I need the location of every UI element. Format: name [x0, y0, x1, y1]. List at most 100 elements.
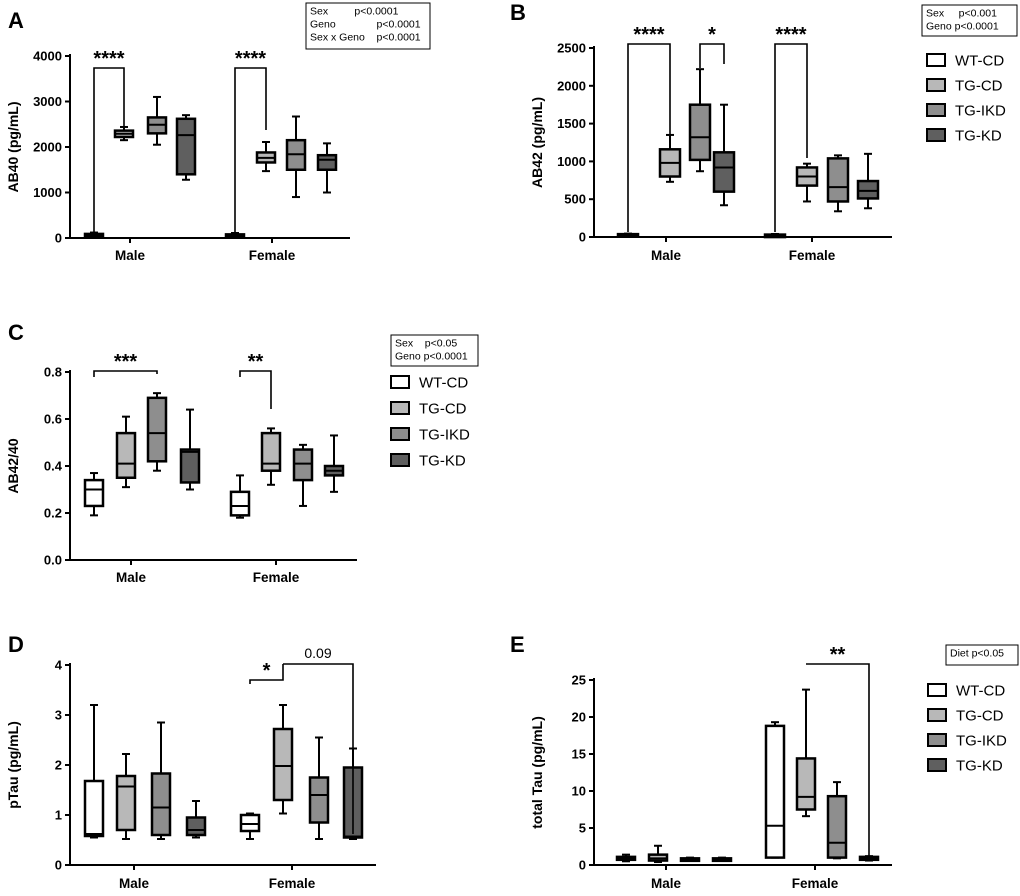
significance-label: ** [830, 644, 846, 666]
legend: WT-CD TG-CD TG-IKD TG-KD [926, 53, 1006, 145]
y-tick-label: 5 [579, 821, 586, 836]
box-iqr [712, 151, 736, 193]
stats-line: Sex p<0.0001 [310, 6, 399, 18]
box-male-wt-cd [83, 231, 105, 238]
y-tick-label: 1500 [557, 116, 586, 131]
box-iqr [764, 724, 786, 859]
significance-label: ** [248, 351, 264, 373]
y-tick-label: 1000 [557, 154, 586, 169]
significance-bracket: **** [93, 48, 125, 232]
box-iqr [115, 431, 137, 480]
box-male-wt-cd [616, 232, 640, 238]
box-iqr [826, 794, 848, 859]
box-female-wt-cd [764, 721, 786, 859]
stats-box: Diet p<0.05 [945, 644, 1019, 666]
x-tick-label-male: Male [116, 570, 147, 585]
significance-bracket: **** [774, 24, 808, 232]
legend-label-tg-kd: TG-KD [955, 128, 1002, 145]
y-tick-label: 4000 [33, 49, 62, 64]
x-tick-label-male: Male [651, 876, 682, 891]
stats-box-frame [945, 644, 1019, 666]
y-tick-label: 2 [55, 758, 62, 773]
box-iqr [272, 727, 294, 802]
box-female-wt-cd [224, 231, 246, 239]
box-female-tg-cd [795, 162, 819, 203]
panel-letter: E [510, 632, 525, 657]
box-female-tg-ikd [285, 115, 307, 199]
legend-swatch-wt-cd [927, 683, 947, 697]
stats-box-frame [305, 2, 431, 50]
y-tick-label: 25 [572, 673, 586, 688]
y-tick-label: 10 [572, 784, 586, 799]
box-male-wt-cd [615, 853, 637, 863]
panel-letter: B [510, 0, 526, 25]
stats-line: Sex p<0.001 [926, 8, 997, 20]
box-iqr [150, 772, 172, 837]
y-tick-label: 15 [572, 747, 586, 762]
box-male-tg-ikd [146, 392, 168, 472]
significance-label: **** [775, 24, 806, 46]
box-male-tg-ikd [679, 856, 701, 863]
panel-d: D 0 1 2 3 4 pTau (pg/mL) Male Female * 0.09 [5, 632, 376, 891]
legend: WT-CD TG-CD TG-IKD TG-KD [390, 375, 470, 470]
significance-bracket: * [699, 24, 725, 68]
legend-swatch-tg-cd [390, 401, 410, 415]
box-iqr [795, 757, 817, 811]
legend-label-wt-cd: WT-CD [955, 53, 1004, 70]
y-tick-label: 0.0 [44, 553, 62, 568]
legend-swatch-tg-ikd [927, 733, 947, 747]
legend-swatch-wt-cd [926, 53, 946, 67]
y-tick-label: 1000 [33, 185, 62, 200]
significance-bracket: **** [234, 48, 267, 232]
box-male-tg-ikd [150, 721, 172, 840]
bracket-line [699, 43, 725, 68]
x-tick-label-female: Female [249, 248, 296, 263]
box-iqr [179, 448, 201, 484]
stats-box-frame [921, 4, 1018, 37]
panel-letter: C [8, 320, 24, 345]
stats-line: Geno p<0.0001 [926, 21, 999, 33]
x-tick-label-male: Male [651, 248, 682, 263]
panel-e: E 0 5 10 15 20 25 total Tau (pg/mL) Male Female **… [510, 632, 1019, 891]
y-tick-label: 0 [579, 230, 586, 245]
y-tick-label: 0.8 [44, 365, 62, 380]
legend-swatch-tg-kd [390, 453, 410, 467]
box-female-tg-ikd [308, 736, 330, 840]
box-male-tg-kd [179, 408, 201, 491]
y-axis-label: total Tau (pg/mL) [529, 716, 545, 829]
stats-line: Sex p<0.05 [395, 338, 457, 350]
y-axis-label: AB40 (pg/mL) [5, 102, 21, 193]
significance-bracket: * [249, 660, 284, 684]
box-male-wt-cd [83, 472, 105, 517]
box-male-tg-cd [115, 415, 137, 489]
stats-box-frame [390, 334, 479, 367]
box-female-tg-ikd [826, 781, 848, 860]
bracket-line [806, 663, 870, 860]
box-male-tg-cd [115, 753, 137, 840]
legend-swatch-wt-cd [390, 375, 410, 389]
box-iqr [229, 490, 251, 517]
legend-label-wt-cd: WT-CD [419, 375, 468, 392]
box-iqr [826, 157, 850, 203]
stats-line: Geno p<0.0001 [310, 19, 421, 31]
x-tick-label-female: Female [792, 876, 839, 891]
box-male-tg-cd [647, 844, 669, 864]
bracket-line [283, 663, 354, 834]
box-iqr [688, 103, 712, 162]
panel-letter: A [8, 8, 24, 33]
significance-bracket: ** [239, 351, 272, 409]
y-axis-label: AB42 (pg/mL) [529, 97, 545, 188]
box-male-tg-kd [175, 114, 197, 181]
box-female-tg-cd [795, 688, 817, 818]
box-female-wt-cd [239, 812, 261, 840]
panel-a: A 0 1000 2000 3000 4000 AB40 (pg/mL) Male Female… [5, 2, 431, 263]
legend-label-tg-kd: TG-KD [956, 758, 1003, 775]
bracket-line [249, 664, 284, 684]
box-male-tg-kd [712, 103, 736, 207]
legend-swatch-tg-cd [926, 78, 946, 92]
box-male-wt-cd [83, 704, 105, 839]
